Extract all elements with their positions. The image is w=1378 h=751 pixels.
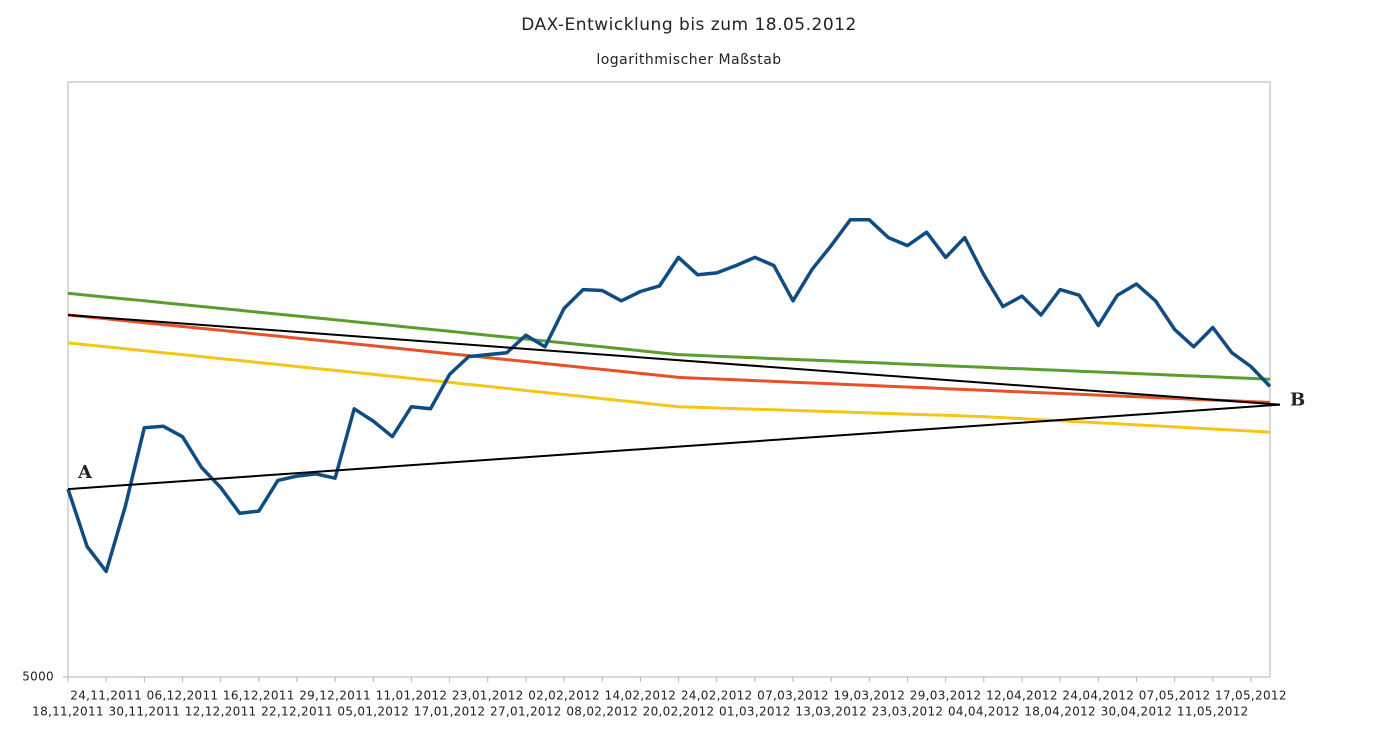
plot-area	[67, 81, 1271, 678]
x-tick-label: 18,04,2012	[1024, 705, 1096, 719]
x-tick-label: 30,04,2012	[1101, 705, 1173, 719]
x-tick-label: 05,01,2012	[337, 705, 409, 719]
x-tick-label: 11,05,2012	[1177, 705, 1249, 719]
trend-line	[67, 314, 1281, 406]
x-tick-label: 08,02,2012	[566, 705, 638, 719]
series-line	[67, 291, 1271, 381]
x-tick-label: 13,03,2012	[795, 705, 867, 719]
x-tick-label: 24,02,2012	[681, 689, 753, 703]
x-tick-label: 29,03,2012	[910, 689, 982, 703]
x-tick-label: 30,11,2011	[108, 705, 180, 719]
series-line	[67, 341, 1271, 434]
x-tick-label: 11,01,2012	[376, 689, 448, 703]
x-tick-label: 24,04,2012	[1062, 689, 1134, 703]
x-tick-label: 12,04,2012	[986, 689, 1058, 703]
series-line	[66, 218, 1272, 574]
x-tick-label: 23,03,2012	[872, 705, 944, 719]
x-tick-label: 19,03,2012	[833, 689, 905, 703]
x-tick-label: 16,12,2011	[223, 689, 295, 703]
x-tick-label: 18,11,2011	[32, 705, 104, 719]
x-tick-label: 20,02,2012	[643, 705, 715, 719]
x-tick-label: 17,01,2012	[414, 705, 486, 719]
x-tick-label: 06,12,2011	[147, 689, 219, 703]
x-tick-label: 29,12,2011	[299, 689, 371, 703]
x-tick-label: 12,12,2011	[185, 705, 257, 719]
x-tick-label: 04,04,2012	[948, 705, 1020, 719]
x-tick-label: 01,03,2012	[719, 705, 791, 719]
x-tick-label: 23,01,2012	[452, 689, 524, 703]
annotation: A	[77, 462, 93, 483]
x-tick-label: 14,02,2012	[605, 689, 677, 703]
chart-title: DAX-Entwicklung bis zum 18.05.2012	[521, 15, 857, 35]
x-tick-label: 02,02,2012	[528, 689, 600, 703]
x-tick-label: 22,12,2011	[261, 705, 333, 719]
x-tick-label: 17,05,2012	[1215, 689, 1287, 703]
chart-subtitle: logarithmischer Maßstab	[596, 52, 781, 68]
x-tick-label: 24,11,2011	[70, 689, 142, 703]
y-tick-label: 5000	[22, 670, 54, 684]
x-tick-label: 07,05,2012	[1139, 689, 1211, 703]
x-tick-label: 27,01,2012	[490, 705, 562, 719]
annotation: B	[1290, 390, 1305, 411]
series-line	[67, 313, 1271, 404]
trend-line	[67, 403, 1281, 491]
x-tick-label: 07,03,2012	[757, 689, 829, 703]
